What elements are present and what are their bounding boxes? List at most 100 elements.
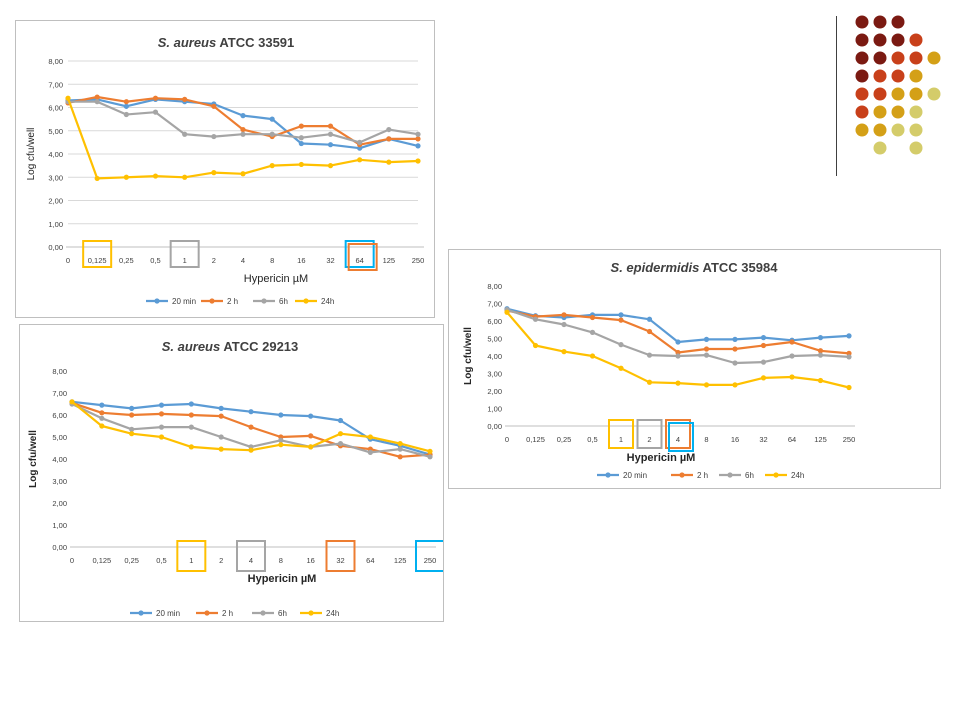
x-tick-label: 125	[394, 556, 407, 565]
data-point	[123, 103, 129, 109]
chart-title-strain: ATCC 35984	[699, 260, 778, 275]
data-point	[732, 360, 738, 366]
data-point	[211, 133, 217, 140]
y-tick-label: 0,00	[52, 543, 67, 552]
highlight-box	[668, 422, 694, 452]
decorative-dot	[855, 69, 869, 83]
data-point	[703, 336, 710, 342]
data-point	[703, 382, 710, 388]
legend-label: 24h	[321, 297, 334, 306]
highlight-box	[82, 240, 113, 268]
legend-label: 20 min	[156, 609, 180, 618]
data-point	[298, 135, 304, 141]
x-tick-label: 64	[788, 435, 796, 444]
decorative-dot	[891, 51, 905, 65]
data-point	[367, 449, 373, 455]
data-point	[675, 380, 681, 386]
data-point	[817, 377, 824, 384]
data-point	[158, 434, 165, 440]
data-point	[158, 411, 165, 417]
y-tick-label: 8,00	[52, 367, 67, 376]
y-tick-label: 7,00	[52, 389, 67, 398]
data-point	[327, 131, 334, 137]
x-axis-label: Hypericin µM	[627, 452, 696, 464]
data-point	[298, 123, 304, 129]
data-point	[703, 352, 710, 358]
highlight-box	[236, 540, 266, 572]
data-point	[386, 136, 392, 142]
chart-panel-s-aureus-33591: S. aureus ATCC 33591 0,00 1,00 2,00 3,00 4,00…	[15, 20, 435, 318]
decorative-dot-pattern	[855, 15, 941, 155]
y-tick-label: 6,00	[48, 104, 63, 113]
chart-title: S. aureus ATCC 33591	[158, 35, 295, 50]
y-axis-label: Log cfu/well	[26, 128, 37, 181]
y-tick-label: 4,00	[48, 150, 63, 159]
decorative-dot	[855, 15, 869, 29]
chart-title-strain: ATCC 29213	[220, 339, 298, 354]
data-point	[386, 126, 392, 133]
x-tick-label: 0,125	[88, 256, 107, 265]
x-tick-label: 250	[424, 556, 437, 565]
data-point	[415, 131, 421, 137]
decorative-dot	[873, 15, 887, 29]
decorative-dot	[909, 51, 923, 65]
y-tick-label: 2,00	[487, 387, 502, 396]
legend-label: 2 h	[222, 609, 233, 618]
data-point	[129, 431, 135, 437]
data-point	[248, 409, 254, 415]
data-point	[357, 157, 363, 163]
decorative-dot	[873, 69, 887, 83]
data-point	[308, 413, 314, 419]
data-point	[94, 175, 100, 182]
legend-label: 6h	[279, 297, 288, 306]
decorative-dot	[891, 69, 905, 83]
x-tick-label: 16	[306, 556, 314, 565]
data-point	[152, 95, 159, 101]
x-tick-label: 32	[326, 256, 334, 265]
data-point	[240, 171, 246, 177]
data-point	[415, 136, 421, 142]
decorative-dot	[891, 87, 905, 101]
data-point	[94, 99, 100, 105]
highlight-box	[325, 540, 356, 572]
data-point	[532, 316, 539, 322]
data-point	[269, 131, 275, 137]
data-point	[129, 426, 135, 432]
chart-s-epidermidis-35984: S. epidermidis ATCC 35984 0,00 1,00 2,00 3,0…	[463, 260, 855, 480]
y-tick-label: 0,00	[48, 243, 63, 252]
decorative-dot	[891, 15, 905, 29]
x-tick-label: 2	[212, 256, 216, 265]
data-point	[158, 424, 165, 430]
chart-title-species: S. epidermidis	[611, 260, 700, 275]
decorative-dot	[873, 105, 887, 119]
data-point	[218, 446, 224, 452]
x-axis-label: Hypericin µM	[244, 273, 308, 285]
data-point	[182, 96, 188, 102]
y-tick-label: 7,00	[487, 300, 502, 309]
x-tick-label: 0,5	[150, 256, 160, 265]
y-tick-label: 7,00	[48, 80, 63, 89]
legend-marker	[679, 472, 685, 478]
x-tick-label: 1	[183, 256, 187, 265]
series-line-20-min	[506, 307, 850, 344]
x-tick-label: 1	[189, 556, 193, 565]
data-point	[337, 417, 344, 424]
data-point	[789, 353, 795, 359]
decorative-dot	[891, 123, 905, 137]
data-point	[760, 375, 767, 381]
x-tick-label: 2	[647, 435, 651, 444]
x-tick-label: 64	[366, 556, 374, 565]
chart-panel-s-epidermidis-35984: S. epidermidis ATCC 35984 0,00 1,00 2,00 3,0…	[448, 249, 941, 489]
data-point	[99, 423, 105, 429]
x-tick-label: 0,5	[587, 435, 597, 444]
legend-marker	[303, 298, 309, 304]
data-point	[589, 314, 596, 321]
decorative-dot	[873, 123, 887, 137]
data-point	[240, 113, 246, 119]
decorative-dot	[873, 87, 887, 101]
x-tick-label: 0,25	[557, 435, 572, 444]
x-tick-label: 0	[70, 556, 74, 565]
decorative-dot	[909, 123, 923, 137]
decorative-dot	[909, 87, 923, 101]
decorative-dot	[855, 123, 869, 137]
